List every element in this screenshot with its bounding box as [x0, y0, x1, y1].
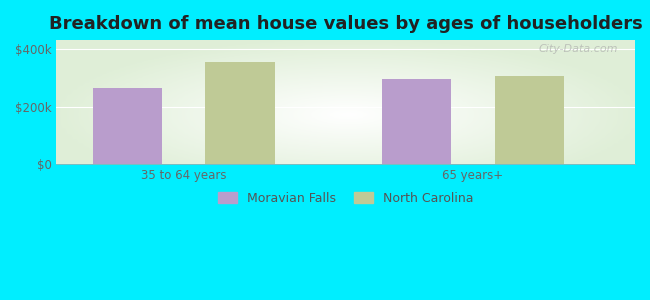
Title: Breakdown of mean house values by ages of householders: Breakdown of mean house values by ages o… [49, 15, 643, 33]
Bar [495, 76, 564, 164]
Bar [205, 62, 275, 164]
Bar [382, 79, 451, 164]
Bar [93, 88, 162, 164]
Text: City-Data.com: City-Data.com [538, 44, 617, 54]
Legend: Moravian Falls, North Carolina: Moravian Falls, North Carolina [213, 187, 478, 210]
